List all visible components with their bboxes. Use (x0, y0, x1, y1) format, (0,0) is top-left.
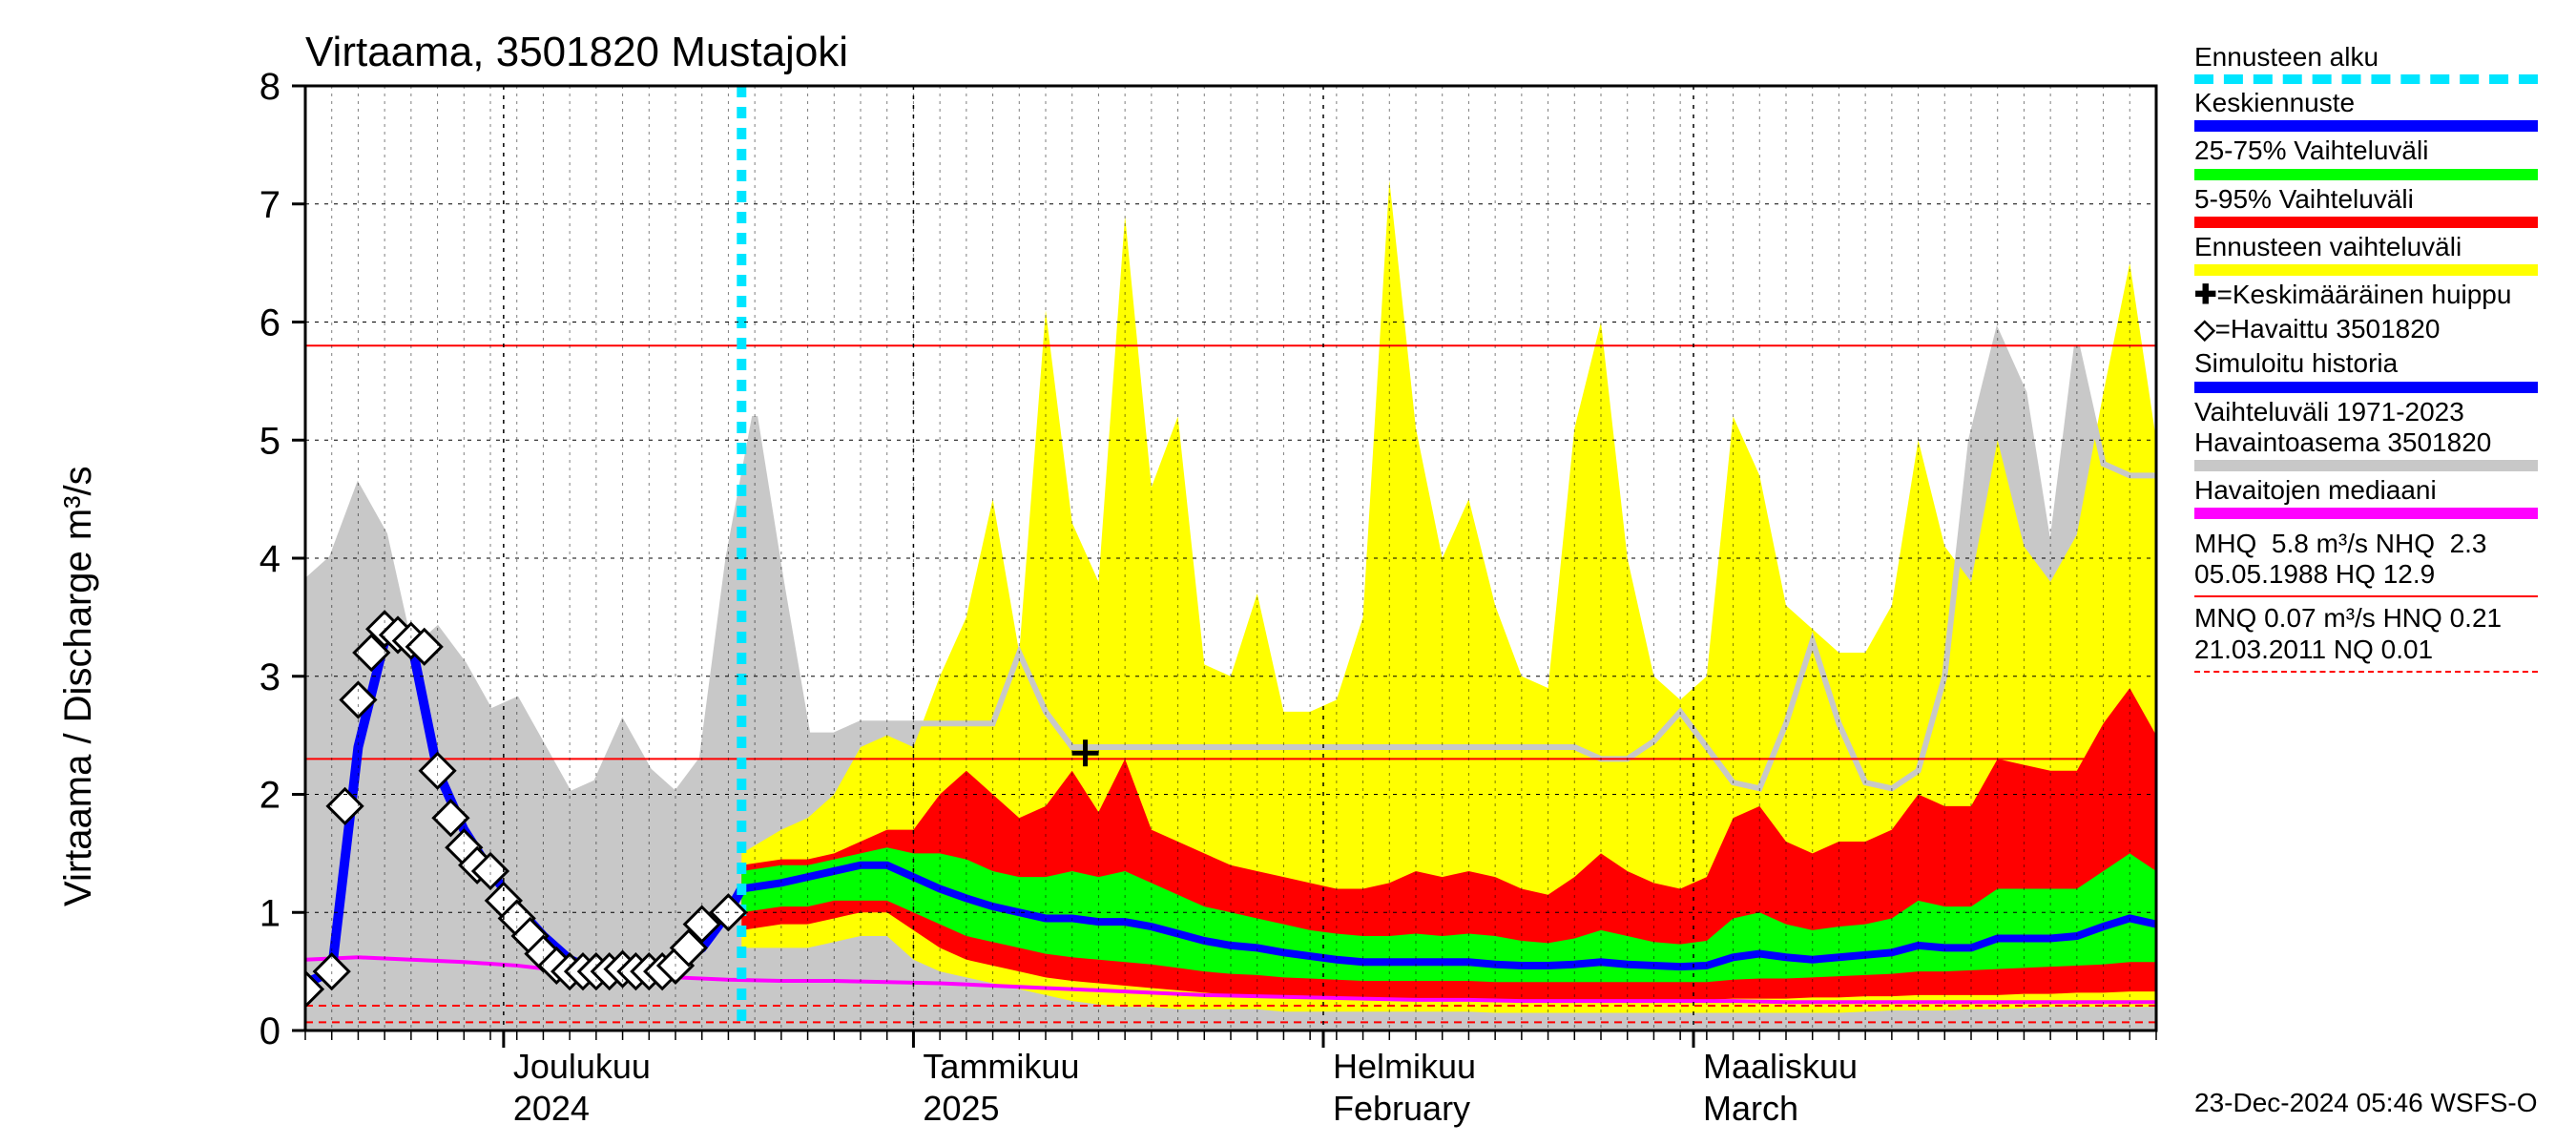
svg-text:February: February (1333, 1089, 1470, 1128)
svg-text:1: 1 (260, 892, 280, 934)
svg-text:Tammikuu: Tammikuu (923, 1047, 1079, 1086)
y-axis-label: Virtaama / Discharge m³/s (57, 466, 100, 906)
legend-item: ✚=Keskimääräinen huippu (2194, 280, 2557, 310)
legend-item: Vaihteluväli 1971-2023 Havaintoasema 350… (2194, 397, 2557, 471)
footer-timestamp: 23-Dec-2024 05:46 WSFS-O (2194, 1088, 2538, 1118)
svg-text:3: 3 (260, 656, 280, 698)
svg-text:Maaliskuu: Maaliskuu (1703, 1047, 1858, 1086)
legend-item: Simuloitu historia (2194, 348, 2557, 392)
svg-text:2025: 2025 (923, 1089, 999, 1128)
legend-stats: MHQ 5.8 m³/s NHQ 2.305.05.1988 HQ 12.9MN… (2194, 529, 2557, 673)
svg-text:0: 0 (260, 1010, 280, 1052)
chart-svg: 0 1 2 3 4 5 6 7 8 Joulukuu2024 Tammikuu2025 Helmiku… (0, 0, 2576, 1145)
legend-item: Ennusteen vaihteluväli (2194, 232, 2557, 276)
svg-text:4: 4 (260, 538, 280, 580)
chart-title: Virtaama, 3501820 Mustajoki (305, 29, 848, 76)
svg-text:5: 5 (260, 420, 280, 462)
chart-container: { "plot": { "title": "Virtaama, 3501820 … (0, 0, 2576, 1145)
legend: Ennusteen alkuKeskiennuste25-75% Vaihtel… (2194, 42, 2557, 678)
svg-text:Joulukuu: Joulukuu (513, 1047, 651, 1086)
svg-text:2024: 2024 (513, 1089, 590, 1128)
svg-text:7: 7 (260, 184, 280, 226)
svg-text:6: 6 (260, 302, 280, 344)
svg-text:March: March (1703, 1089, 1798, 1128)
legend-item: Keskiennuste (2194, 88, 2557, 132)
svg-text:8: 8 (260, 66, 280, 108)
svg-text:Helmikuu: Helmikuu (1333, 1047, 1476, 1086)
svg-text:2: 2 (260, 775, 280, 817)
legend-item: Ennusteen alku (2194, 42, 2557, 84)
legend-item: 5-95% Vaihteluväli (2194, 184, 2557, 228)
legend-item: Havaitojen mediaani (2194, 475, 2557, 519)
legend-item: 25-75% Vaihteluväli (2194, 135, 2557, 179)
legend-item: ◇=Havaittu 3501820 (2194, 314, 2557, 344)
